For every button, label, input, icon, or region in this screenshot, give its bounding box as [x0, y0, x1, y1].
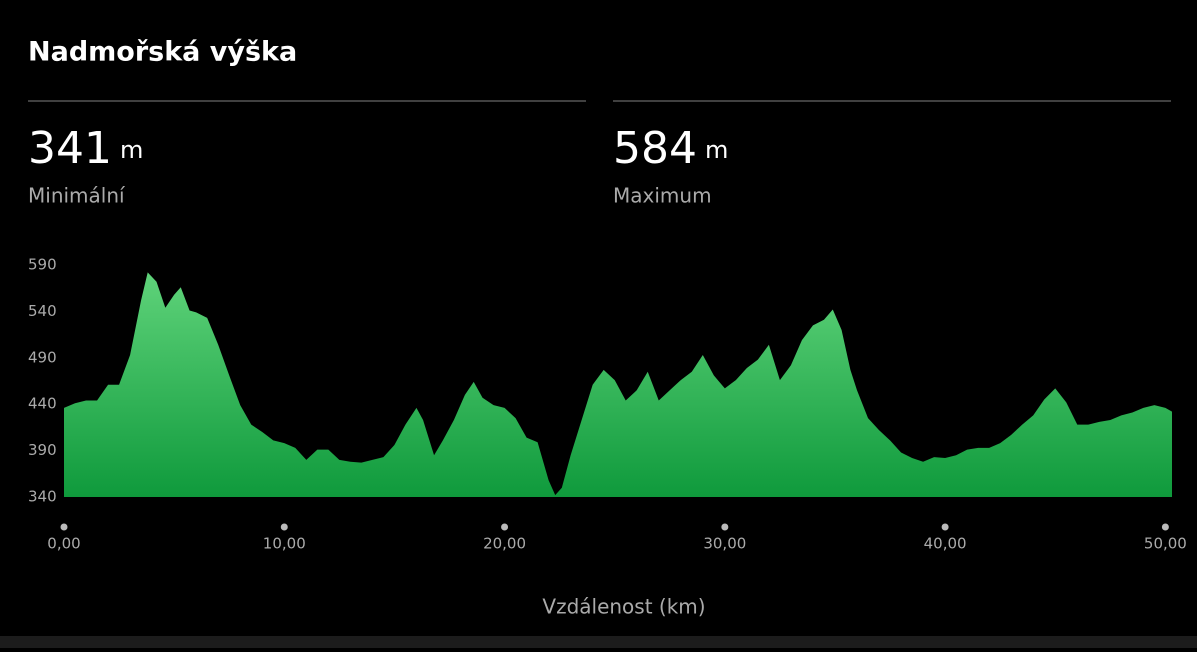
x-tick-label: 20,00 [483, 535, 526, 553]
x-tick-dot [721, 523, 729, 531]
x-tick-dot [941, 523, 949, 531]
x-tick-label: 10,00 [263, 535, 306, 553]
x-tick-label: 40,00 [924, 535, 967, 553]
y-tick-label: 590 [28, 256, 57, 274]
title: Nadmořská výška [28, 37, 297, 68]
stat-label: Maximum [613, 184, 712, 208]
x-tick-dot [1161, 523, 1169, 531]
x-tick-label: 0,00 [47, 535, 80, 553]
stat-number: 341 [28, 123, 112, 174]
y-tick-label: 490 [28, 348, 57, 366]
stat-value: 341 m [28, 123, 143, 174]
stat-value: 584 m [613, 123, 728, 174]
x-axis-label: Vzdálenost (km) [542, 595, 705, 619]
stat-label: Minimální [28, 184, 126, 208]
x-tick-dot [280, 523, 288, 531]
y-tick-label: 340 [28, 488, 57, 506]
y-tick-label: 440 [28, 395, 57, 413]
y-tick-label: 540 [28, 302, 57, 320]
stat-unit: m [705, 136, 728, 164]
stat-number: 584 [613, 123, 697, 174]
bottom-bar [0, 636, 1197, 648]
x-tick-label: 50,00 [1144, 535, 1187, 553]
x-tick-dot [501, 523, 509, 531]
x-tick-dot [60, 523, 68, 531]
elevation-area [64, 272, 1172, 497]
x-tick-label: 30,00 [703, 535, 746, 553]
stat-unit: m [120, 136, 143, 164]
y-tick-label: 390 [28, 441, 57, 459]
